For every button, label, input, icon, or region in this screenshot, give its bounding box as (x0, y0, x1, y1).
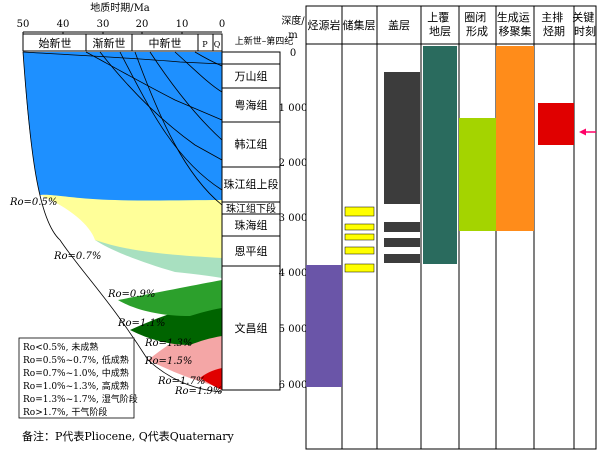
time-tick: 50 (17, 19, 30, 30)
seal-bar (384, 72, 420, 204)
reservoir-bar (344, 233, 375, 241)
ro-label: Ro=0.5% (9, 197, 57, 208)
depth-tick: 2 000 (279, 158, 308, 169)
time-axis-ticks: 50 40 30 20 10 0 (17, 19, 225, 36)
depth-tick: 3 000 (279, 213, 308, 224)
epoch-quaternary: Q (214, 40, 221, 49)
column-header-trap-formation: 圈闭 形成 (464, 11, 490, 38)
column-header-main-expulsion: 主排 烃期 (541, 10, 567, 38)
legend-entry: Ro=1.3%~1.7%, 湿气阶段 (23, 393, 138, 405)
formation-label: 珠江组下段 (226, 202, 276, 215)
zone-blue (23, 52, 222, 201)
seal-bar (384, 254, 420, 263)
header-line: 地层 (429, 25, 451, 38)
column-header-seal: 盖层 (388, 18, 410, 32)
zone-red (200, 368, 222, 390)
ro-label: Ro=1.3% (144, 338, 192, 349)
legend-entries: Ro<0.5%, 未成熟 Ro=0.5%~0.7%, 低成熟 Ro=0.7%~1… (23, 341, 138, 418)
note: 备注：P代表Pliocene, Q代表Quaternary (22, 429, 234, 443)
header-line: 烃期 (543, 25, 565, 38)
formation-label: 珠江组上段 (224, 177, 279, 191)
burial-curves (22, 51, 223, 393)
seal-bar (384, 238, 420, 247)
formation-label: 珠海组 (235, 218, 268, 232)
ro-label: Ro=0.7% (53, 251, 101, 262)
depth-tick: 5 000 (279, 324, 308, 335)
zone-yellow (40, 194, 222, 258)
epoch-miocene: 中新世 (149, 36, 182, 50)
time-axis-title: 地质时期/Ma (90, 1, 150, 14)
overburden-bar (423, 46, 457, 264)
critical-moment-arrow-icon (579, 128, 596, 136)
header-line: 形成 (466, 25, 488, 38)
column-header-generation-migration: 生成运 移聚集 (497, 10, 534, 38)
seal-bar (384, 222, 420, 232)
ro-label: Ro=1.5% (144, 356, 192, 367)
time-tick: 10 (176, 19, 189, 30)
header-line: 上覆 (427, 11, 449, 24)
column-header-source-rock: 烃源岩 (308, 18, 341, 32)
depth-axis-unit: m (288, 30, 298, 41)
epoch-pliocene: P (202, 40, 208, 49)
source-rock-bar (306, 265, 342, 387)
time-tick: 30 (97, 19, 110, 30)
legend-entry: Ro<0.5%, 未成熟 (23, 341, 98, 353)
reservoir-bar (344, 206, 375, 217)
reservoir-bars (344, 206, 375, 273)
legend-entry: Ro=1.0%~1.3%, 高成熟 (23, 380, 129, 392)
time-tick: 20 (136, 19, 149, 30)
formation-label: 万山组 (235, 69, 268, 83)
legend-box (18, 337, 135, 419)
depth-tick: 1 000 (279, 103, 308, 114)
header-line: 圈闭 (464, 11, 486, 24)
depth-tick: 0 (290, 48, 296, 59)
trap-formation-bar (459, 118, 496, 231)
depth-tick: 4 000 (279, 268, 308, 279)
reservoir-bar (344, 246, 375, 255)
seal-bars (384, 72, 420, 263)
depth-tick: 6 000 (279, 380, 308, 391)
formation-label: 粤海组 (235, 98, 268, 112)
reservoir-bar (344, 223, 375, 231)
time-tick: 40 (57, 19, 70, 30)
depth-axis-title: 深度/ (281, 14, 305, 27)
header-line: 移聚集 (499, 24, 532, 38)
event-chart: 烃源岩 储集层 盖层 上覆 地层 圈闭 形成 生成运 移聚集 主排 烃期 关键 … (305, 5, 598, 450)
column-header-reservoir: 储集层 (343, 18, 376, 32)
formation-label: 恩平组 (235, 244, 268, 258)
ro-label: Ro=1.1% (117, 318, 165, 329)
formation-column: 万山组 粤海组 韩江组 珠江组上段 珠江组下段 珠海组 恩平组 文昌组 (221, 51, 281, 391)
ro-label: Ro=1.9% (174, 386, 222, 397)
zone-mid-green (118, 280, 222, 316)
header-line: 生成运 (497, 10, 530, 24)
header-line: 时刻 (574, 24, 596, 38)
reservoir-bar (344, 263, 375, 273)
depth-axis: 深度/ m 0 1 000 2 000 3 000 4 000 5 000 6 … (279, 14, 308, 391)
burial-history-chart: 地质时期/Ma 50 40 30 20 10 0 始新世 渐新世 中新世 P Q… (9, 1, 293, 443)
formation-label: 韩江组 (235, 137, 268, 151)
legend-entry: Ro=0.7%~1.0%, 中成熟 (23, 367, 129, 379)
generation-migration-bar (496, 46, 534, 231)
legend-entry: Ro>1.7%, 干气阶段 (23, 406, 107, 418)
ro-label: Ro=0.9% (107, 289, 155, 300)
formation-label: 文昌组 (235, 321, 268, 335)
epoch-oligocene: 渐新世 (93, 36, 126, 50)
column-header-overburden: 上覆 地层 (427, 11, 453, 38)
main-expulsion-bar (538, 103, 574, 145)
header-line: 主排 (541, 10, 563, 24)
time-tick: 0 (219, 19, 225, 30)
legend-entry: Ro=0.5%~0.7%, 低成熟 (23, 354, 129, 366)
ro-label: Ro=1.7% (157, 376, 205, 387)
epoch-eocene: 始新世 (39, 36, 72, 50)
period-label: 上新世–第四纪 (235, 35, 294, 47)
column-header-critical-moment: 关键 时刻 (572, 10, 598, 38)
header-line: 关键 (572, 10, 594, 24)
